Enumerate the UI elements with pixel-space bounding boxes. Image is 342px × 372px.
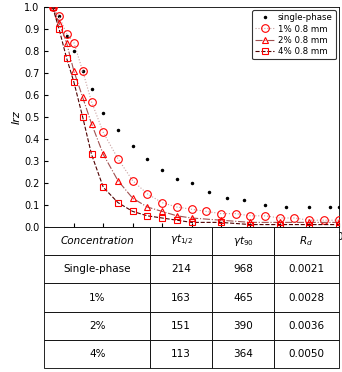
4% 0.8 mm — [90, 152, 94, 157]
Line: 2% 0.8 mm: 2% 0.8 mm — [49, 4, 342, 226]
4% 0.8 mm — [51, 5, 55, 10]
single-phase — [116, 128, 120, 132]
1% 0.8 mm — [51, 5, 55, 10]
single-phase — [207, 189, 211, 194]
1% 0.8 mm — [278, 216, 282, 220]
X-axis label: $\gamma$ $\bf{t}$: $\gamma$ $\bf{t}$ — [183, 244, 200, 259]
2% 0.8 mm — [131, 196, 135, 201]
4% 0.8 mm — [57, 27, 61, 32]
single-phase — [284, 205, 288, 209]
single-phase — [328, 205, 332, 209]
1% 0.8 mm — [307, 218, 311, 222]
1% 0.8 mm — [292, 216, 297, 220]
single-phase — [307, 205, 311, 209]
single-phase — [81, 69, 85, 73]
4% 0.8 mm — [131, 209, 135, 214]
1% 0.8 mm — [72, 40, 76, 45]
1% 0.8 mm — [322, 218, 326, 222]
2% 0.8 mm — [81, 95, 85, 100]
4% 0.8 mm — [175, 218, 179, 222]
4% 0.8 mm — [72, 80, 76, 84]
1% 0.8 mm — [263, 214, 267, 218]
single-phase — [131, 143, 135, 148]
1% 0.8 mm — [204, 209, 208, 214]
2% 0.8 mm — [189, 216, 194, 220]
1% 0.8 mm — [175, 205, 179, 209]
single-phase — [242, 198, 247, 203]
4% 0.8 mm — [278, 222, 282, 227]
1% 0.8 mm — [64, 32, 68, 36]
4% 0.8 mm — [189, 220, 194, 225]
single-phase — [51, 5, 55, 10]
4% 0.8 mm — [219, 220, 223, 225]
Line: 4% 0.8 mm: 4% 0.8 mm — [50, 5, 341, 227]
1% 0.8 mm — [337, 218, 341, 222]
single-phase — [189, 181, 194, 185]
4% 0.8 mm — [307, 222, 311, 227]
4% 0.8 mm — [160, 216, 164, 220]
single-phase — [145, 157, 149, 161]
1% 0.8 mm — [57, 14, 61, 19]
1% 0.8 mm — [131, 179, 135, 183]
1% 0.8 mm — [189, 207, 194, 211]
single-phase — [225, 196, 229, 201]
single-phase — [90, 86, 94, 91]
single-phase — [64, 34, 68, 38]
4% 0.8 mm — [337, 222, 341, 227]
1% 0.8 mm — [234, 211, 238, 216]
2% 0.8 mm — [116, 179, 120, 183]
2% 0.8 mm — [278, 220, 282, 225]
single-phase — [263, 203, 267, 207]
2% 0.8 mm — [72, 69, 76, 73]
2% 0.8 mm — [219, 218, 223, 222]
Legend: single-phase, 1% 0.8 mm, 2% 0.8 mm, 4% 0.8 mm: single-phase, 1% 0.8 mm, 2% 0.8 mm, 4% 0… — [252, 10, 336, 60]
4% 0.8 mm — [145, 214, 149, 218]
2% 0.8 mm — [160, 209, 164, 214]
2% 0.8 mm — [307, 220, 311, 225]
2% 0.8 mm — [145, 205, 149, 209]
1% 0.8 mm — [160, 201, 164, 205]
4% 0.8 mm — [101, 185, 105, 189]
4% 0.8 mm — [248, 222, 252, 227]
2% 0.8 mm — [337, 220, 341, 225]
Line: 1% 0.8 mm: 1% 0.8 mm — [49, 4, 342, 224]
1% 0.8 mm — [101, 130, 105, 135]
Line: single-phase: single-phase — [51, 5, 341, 209]
2% 0.8 mm — [101, 152, 105, 157]
4% 0.8 mm — [64, 56, 68, 60]
single-phase — [160, 167, 164, 172]
1% 0.8 mm — [145, 192, 149, 196]
single-phase — [337, 205, 341, 209]
single-phase — [175, 176, 179, 181]
Y-axis label: Irz: Irz — [11, 110, 22, 124]
4% 0.8 mm — [116, 201, 120, 205]
1% 0.8 mm — [248, 214, 252, 218]
single-phase — [72, 49, 76, 54]
4% 0.8 mm — [81, 115, 85, 119]
single-phase — [101, 110, 105, 115]
2% 0.8 mm — [248, 220, 252, 225]
1% 0.8 mm — [81, 69, 85, 73]
2% 0.8 mm — [51, 5, 55, 10]
2% 0.8 mm — [90, 121, 94, 126]
2% 0.8 mm — [175, 214, 179, 218]
1% 0.8 mm — [116, 157, 120, 161]
single-phase — [57, 14, 61, 19]
2% 0.8 mm — [57, 20, 61, 25]
2% 0.8 mm — [64, 40, 68, 45]
1% 0.8 mm — [90, 100, 94, 104]
1% 0.8 mm — [219, 211, 223, 216]
